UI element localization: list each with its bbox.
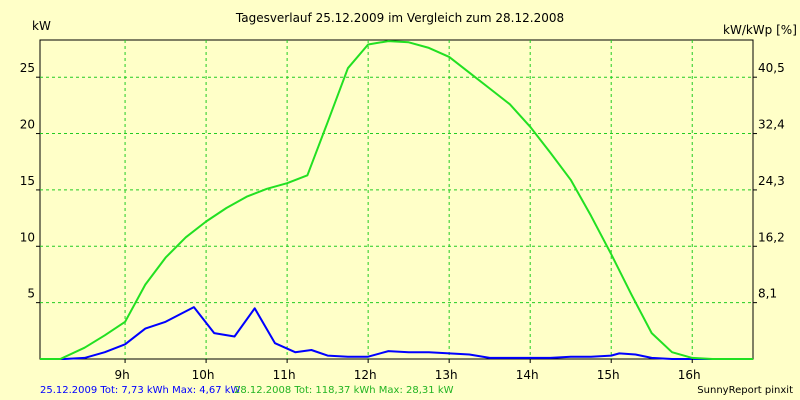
series-line-25-12-2009 bbox=[40, 306, 753, 360]
chart-title: Tagesverlauf 25.12.2009 im Vergleich zum… bbox=[235, 11, 564, 25]
y-right-tick-label: 8,1 bbox=[758, 287, 777, 301]
y-left-tick-label: 5 bbox=[27, 287, 35, 301]
series-line-28-12-2008 bbox=[40, 40, 753, 360]
footer-credit: SunnyReport pinxit bbox=[697, 385, 793, 396]
y-right-tick-label: 40,5 bbox=[758, 61, 785, 75]
y-axis-right-label: kW/kWp [%] bbox=[723, 23, 797, 37]
x-tick-label: 14h bbox=[516, 368, 539, 382]
x-tick-label: 13h bbox=[435, 368, 458, 382]
y-right-tick-label: 16,2 bbox=[758, 230, 785, 244]
plot-area bbox=[39, 39, 754, 360]
y-right-tick-label: 32,4 bbox=[758, 118, 785, 132]
y-left-tick-label: 15 bbox=[20, 174, 35, 188]
x-tick-label: 10h bbox=[192, 368, 215, 382]
y-left-tick-label: 20 bbox=[20, 118, 35, 132]
y-left-tick-label: 25 bbox=[20, 61, 35, 75]
series-layer bbox=[40, 40, 753, 360]
footer-series-blue: 25.12.2009 Tot: 7,73 kWh Max: 4,67 kW bbox=[40, 385, 241, 396]
footer-series-green: 28.12.2008 Tot: 118,37 kWh Max: 28,31 kW bbox=[234, 385, 454, 396]
y-axis-left-label: kW bbox=[32, 19, 51, 33]
y-left-tick-label: 10 bbox=[20, 230, 35, 244]
tick-layer: 9h 10h 11h 12h 13h 14h 15h 16h 5 10 15 20 25 8,1 16,2 2… bbox=[20, 61, 785, 382]
grid-layer bbox=[40, 40, 753, 359]
x-tick-label: 12h bbox=[354, 368, 377, 382]
x-tick-label: 11h bbox=[273, 368, 296, 382]
x-tick-label: 15h bbox=[597, 368, 620, 382]
x-tick-label: 9h bbox=[114, 368, 129, 382]
y-right-tick-label: 24,3 bbox=[758, 174, 785, 188]
x-tick-label: 16h bbox=[678, 368, 701, 382]
